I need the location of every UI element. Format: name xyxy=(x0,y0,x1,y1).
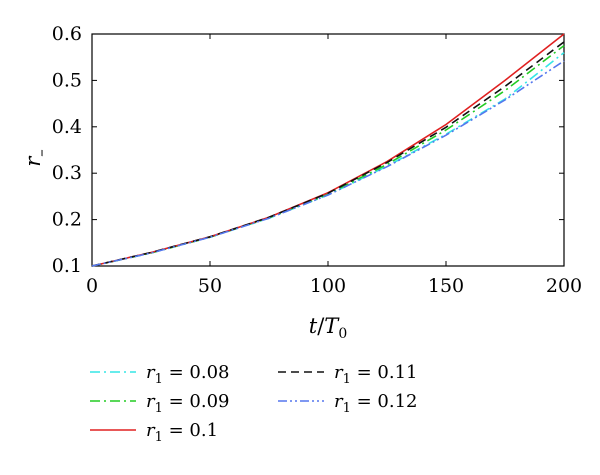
y-tick-label: 0.1 xyxy=(52,255,82,277)
legend-item: r1 = 0.11 xyxy=(278,362,418,387)
legend-label: r1 = 0.11 xyxy=(334,362,418,387)
legend-item: r1 = 0.1 xyxy=(90,420,218,445)
x-tick-label: 50 xyxy=(198,275,222,297)
series-line-3 xyxy=(91,41,565,267)
x-tick-label: 200 xyxy=(546,275,582,297)
series-line-0 xyxy=(91,51,565,267)
x-axis-label: t/T0 xyxy=(309,314,347,342)
axis-ticks: 0 50 100 150 200 0.1 0.2 0.3 0.4 0.5 0.6 xyxy=(52,23,582,297)
y-tick-label: 0.2 xyxy=(52,209,82,231)
y-axis-label: r– xyxy=(21,149,50,167)
series-line-2 xyxy=(91,33,565,267)
legend-item: r1 = 0.12 xyxy=(278,391,418,416)
legend-label: r1 = 0.1 xyxy=(146,420,218,445)
legend-item: r1 = 0.08 xyxy=(90,362,230,387)
x-axis-label-t: t xyxy=(309,314,318,338)
legend: r1 = 0.08 r1 = 0.09 r1 = 0.1 r1 = 0.11 r1 = … xyxy=(90,362,418,445)
legend-item: r1 = 0.09 xyxy=(90,391,230,416)
y-tick-label: 0.3 xyxy=(52,162,82,184)
legend-label: r1 = 0.08 xyxy=(146,362,230,387)
legend-label: r1 = 0.09 xyxy=(146,391,230,416)
legend-label: r1 = 0.12 xyxy=(334,391,418,416)
y-tick-label: 0.6 xyxy=(52,23,82,45)
y-tick-label: 0.4 xyxy=(52,116,82,138)
y-tick-label: 0.5 xyxy=(52,69,82,91)
x-axis-label-T: T xyxy=(324,314,340,338)
plot-frame xyxy=(91,33,565,267)
x-tick-label: 100 xyxy=(310,275,346,297)
x-tick-label: 0 xyxy=(86,275,98,297)
series-layer xyxy=(91,33,565,267)
x-tick-label: 150 xyxy=(428,275,464,297)
series-line-1 xyxy=(91,44,565,267)
series-line-4 xyxy=(91,60,565,267)
